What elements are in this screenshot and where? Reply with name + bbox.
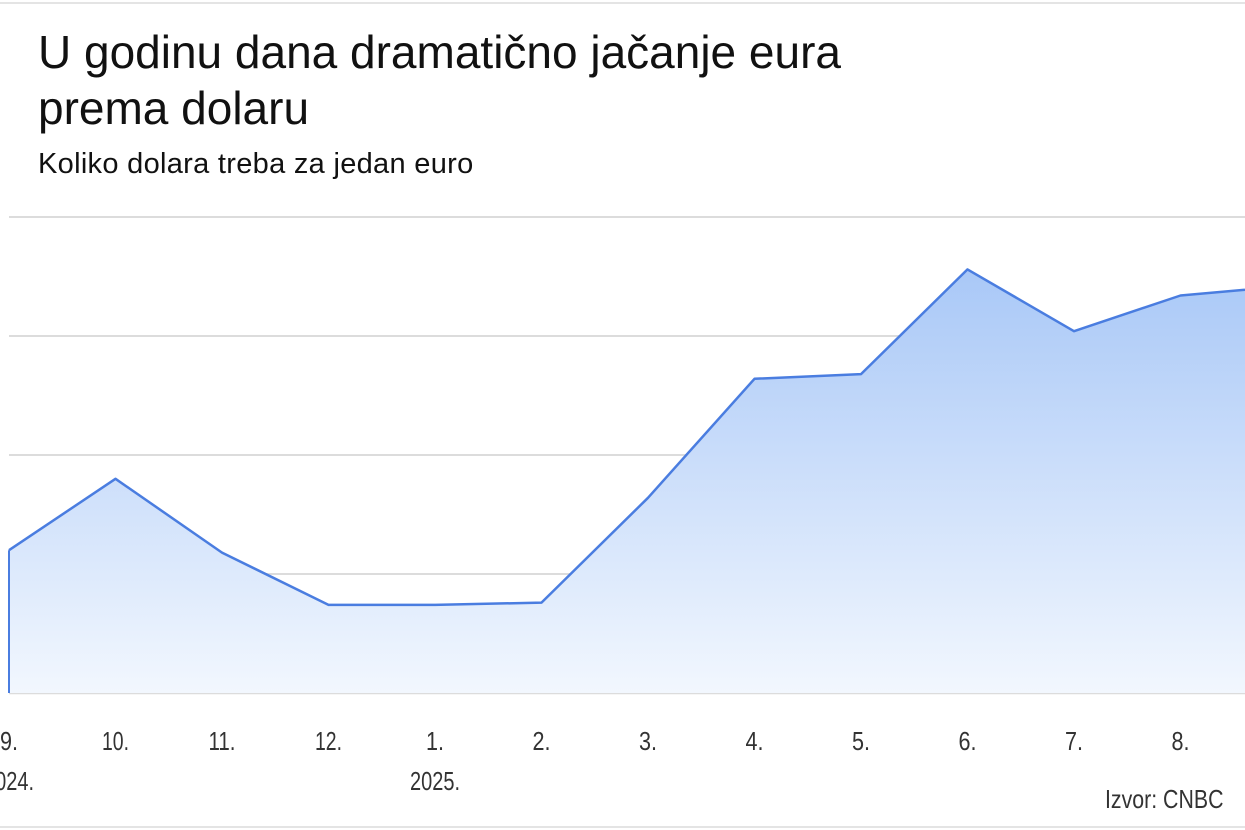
x-tick-label: 4. [746, 726, 764, 756]
x-year-label: 2024. [0, 766, 34, 796]
top-rule [0, 2, 1245, 4]
x-tick-label: 9. [0, 726, 18, 756]
x-tick-label: 7. [1065, 726, 1083, 756]
x-tick-label: 2. [533, 726, 551, 756]
chart-subtitle: Koliko dolara treba za jedan euro [38, 148, 474, 180]
x-tick-label: 12. [315, 726, 342, 756]
series-line [8, 268, 1245, 607]
area-fill [9, 269, 1245, 693]
source-note: Izvor: CNBC [1104, 784, 1223, 814]
x-axis-ticks: 9. 10. 11. 12. 1. 2. 3. 4. 5. 6. 7. 8. 2024. 2025. [0, 726, 1190, 796]
x-tick-label: 11. [209, 726, 236, 756]
x-tick-label: 1. [426, 726, 444, 756]
x-tick-label: 8. [1172, 726, 1190, 756]
x-tick-label: 6. [959, 726, 977, 756]
x-tick-label: 5. [852, 726, 870, 756]
chart-title: U godinu dana dramatično jačanje eura pr… [38, 26, 841, 134]
x-tick-label: 10. [102, 726, 129, 756]
x-year-label: 2025. [410, 766, 460, 796]
x-tick-label: 3. [639, 726, 657, 756]
bottom-rule [0, 826, 1245, 828]
